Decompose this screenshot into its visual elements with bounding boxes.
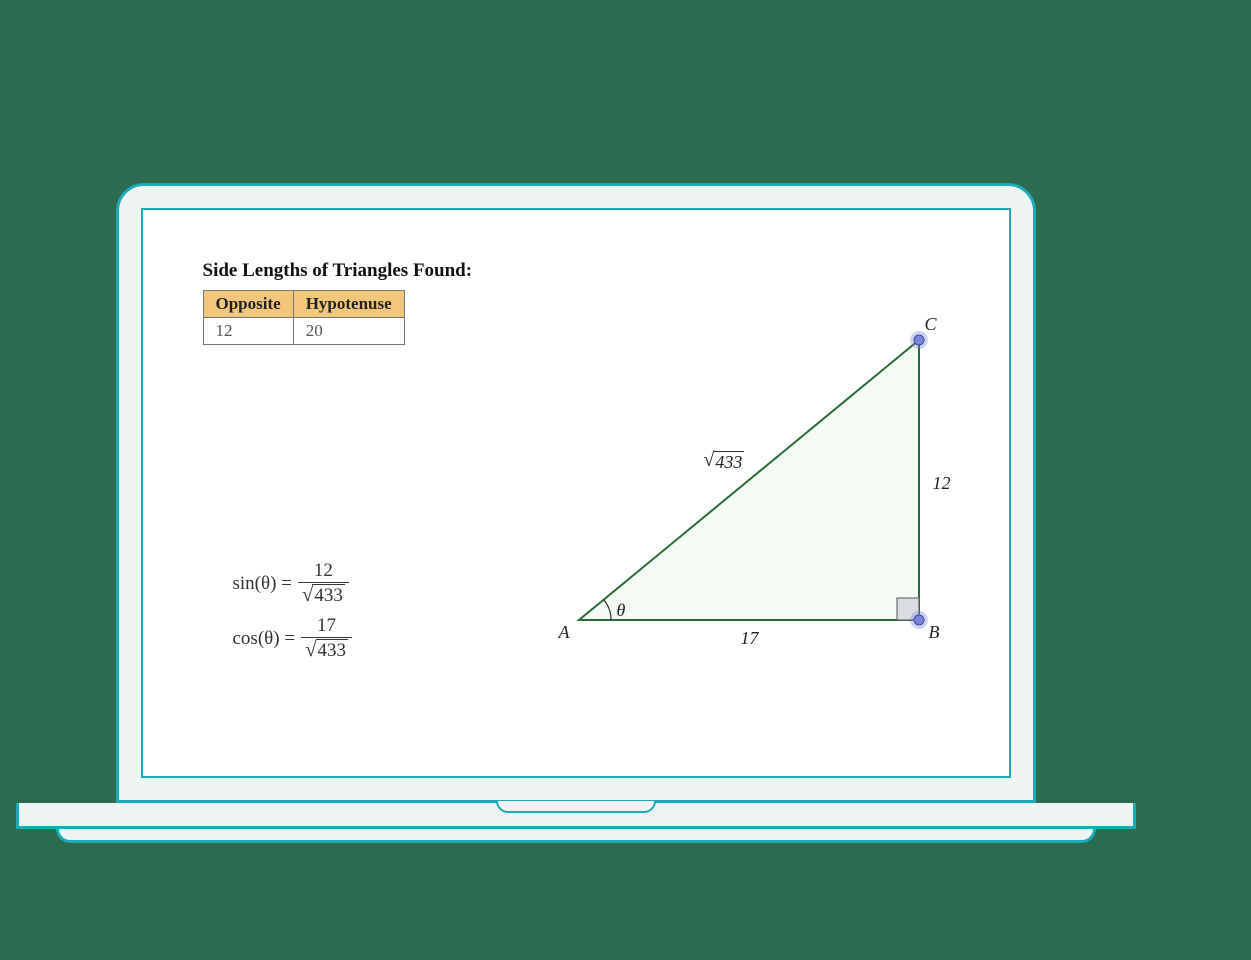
cos-numerator: 17: [313, 615, 340, 637]
side-label-ac: √433: [704, 450, 745, 473]
sin-numerator: 12: [310, 560, 337, 582]
vertex-label-c: C: [925, 314, 937, 335]
trig-formulas: sin(θ) = 12 √433 cos(θ) = 17: [233, 560, 353, 670]
sin-denominator: √433: [298, 582, 349, 607]
triangle-svg: [549, 280, 969, 680]
sin-formula: sin(θ) = 12 √433: [233, 560, 353, 607]
cos-denominator: √433: [301, 637, 352, 662]
table-header-opposite: Opposite: [203, 291, 293, 318]
sin-lhs: sin(θ) =: [233, 573, 292, 595]
section-title: Side Lengths of Triangles Found:: [203, 260, 969, 282]
laptop-foot: [56, 829, 1096, 843]
laptop-screen-bezel: Side Lengths of Triangles Found: Opposit…: [116, 183, 1036, 803]
angle-theta-label: θ: [617, 600, 626, 621]
cell-hypotenuse: 20: [293, 318, 404, 345]
side-label-ab: 17: [741, 628, 759, 649]
cos-lhs: cos(θ) =: [233, 628, 296, 650]
vertex-label-b: B: [929, 622, 940, 643]
screen-content: Side Lengths of Triangles Found: Opposit…: [141, 208, 1011, 778]
cos-fraction: 17 √433: [301, 615, 352, 662]
laptop-illustration: Side Lengths of Triangles Found: Opposit…: [116, 183, 1136, 843]
content-area: Side Lengths of Triangles Found: Opposit…: [203, 260, 969, 746]
laptop-base: [16, 803, 1136, 829]
vertex-label-a: A: [559, 622, 570, 643]
triangle-diagram: A B C 17 12 √433 θ: [549, 280, 969, 680]
sin-fraction: 12 √433: [298, 560, 349, 607]
cos-formula: cos(θ) = 17 √433: [233, 615, 353, 662]
table-header-hypotenuse: Hypotenuse: [293, 291, 404, 318]
cell-opposite: 12: [203, 318, 293, 345]
laptop-notch: [496, 801, 656, 813]
side-lengths-table: Opposite Hypotenuse 12 20: [203, 290, 405, 345]
side-label-bc: 12: [933, 473, 951, 494]
table-row: 12 20: [203, 318, 404, 345]
